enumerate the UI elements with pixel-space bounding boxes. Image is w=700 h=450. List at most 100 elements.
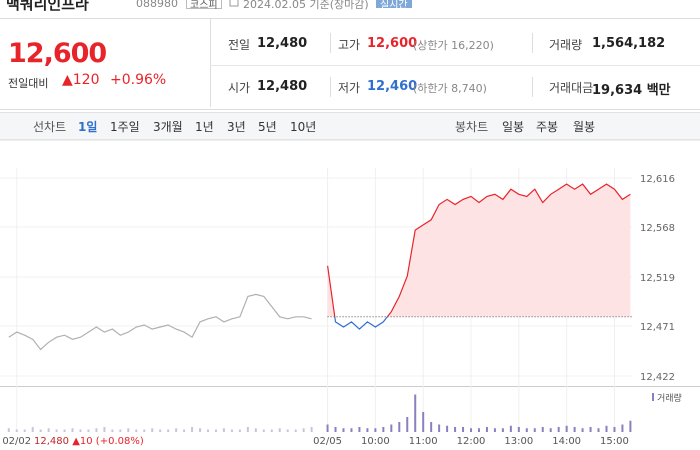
market-badge: 코스피 [186,0,222,11]
volume-bar [135,429,138,432]
volume-bar [509,425,512,432]
volume-bar [462,427,465,432]
volume-legend: 거래량 [657,392,682,404]
volume-bar [374,428,377,432]
volume-bar [581,428,584,432]
volume-bar [230,429,233,432]
y-tick-label: 12,471 [640,322,675,333]
volume-bar [294,429,297,432]
volume-bar [414,394,417,432]
quote-label: 시가 [228,81,251,95]
period-tab[interactable]: 1년 [195,120,214,134]
volume-bar [430,422,433,432]
volume-bar [167,429,170,432]
volume-bar [366,428,369,432]
volume-bar [398,422,401,432]
hover-info: 12,480 ▲10 (+0.08%) [34,436,144,447]
today-line-down [334,316,389,330]
base-date: 2024.02.05 기준(장마감) [243,0,369,11]
candle-tab[interactable]: 월봉 [573,120,596,134]
y-tick-label: 12,422 [640,372,675,383]
volume-bar [207,429,210,432]
volume-bar [310,427,313,432]
volume-bar [254,428,257,432]
hover-info-part: (+0.08%) [96,436,144,447]
calendar-icon [229,0,239,7]
quote-value: 12,480 [257,79,308,94]
current-price: 12,600 [8,38,107,69]
volume-bar [262,429,265,432]
volume-bar [151,428,154,432]
change-label: 전일대비 [8,77,49,90]
today-line-up [327,183,631,317]
volume-bar [183,429,186,432]
stock-code: 088980 [136,0,178,10]
volume-bar [143,429,146,432]
quote-value: 12,460 [367,79,418,94]
volume-bar [621,424,624,432]
x-tick-label: 14:00 [552,436,581,447]
price-chart: 12,616 12,568 12,519 12,471 12,422 02/02 02/05… [0,140,700,447]
change-amount: ▲120 [62,72,100,88]
volume-bar [127,428,130,432]
volume-bar [39,429,42,432]
x-tick-label: 10:00 [361,436,390,447]
quote-label: 거래량 [549,38,583,52]
volume-bar [278,428,281,432]
change-percent: +0.96% [110,72,167,88]
volume-bar [422,412,425,432]
volume-bar [7,428,10,432]
divider [330,33,331,53]
realtime-badge[interactable]: 실시간 [376,0,412,11]
x-tick-label: 02/05 [313,436,342,447]
volume-bar [629,420,632,432]
volume-bar [549,428,552,432]
y-tick-label: 12,519 [640,273,675,284]
volume-bar [334,427,337,432]
volume-bar [557,427,560,432]
candle-tab[interactable]: 주봉 [536,120,559,134]
x-tick-label: 13:00 [504,436,533,447]
quote-note: (하한가 8,740) [413,82,487,95]
volume-bar [63,429,66,432]
volume-bar [589,427,592,432]
volume-bar [238,429,241,432]
toolbar-label: 선차트 [33,120,67,134]
quote-value: 12,480 [257,36,308,51]
volume-bar [55,429,58,432]
volume-bar [270,429,273,432]
divider [210,19,211,107]
volume-bar [326,424,329,432]
volume-bar [342,428,345,432]
prev-line [8,293,312,351]
period-tab[interactable]: 1일 [78,120,98,134]
volume-bar [613,427,616,432]
toolbar [0,112,700,140]
period-tab[interactable]: 5년 [258,120,277,134]
volume-bar [406,417,409,432]
period-tab[interactable]: 10년 [290,120,317,134]
volume-bar [191,427,194,432]
x-tick-label: 11:00 [409,436,438,447]
period-tab[interactable]: 3년 [227,120,246,134]
volume-bar [454,427,457,432]
candle-tab[interactable]: 일봉 [502,120,525,134]
volume-bar [23,429,26,432]
volume-bar [477,428,480,432]
quote-label: 거래대금 [549,81,594,95]
volume-bar [446,425,449,432]
quote-label: 고가 [338,38,361,52]
volume-bar [438,424,441,432]
divider [532,33,533,53]
volume-bar [350,428,353,432]
volume-bar [87,429,90,432]
volume-bar [470,428,473,432]
hover-info-part: 12,480 [34,436,69,447]
quote-label: 전일 [228,38,251,52]
volume-bar [485,427,488,432]
x-tick-label: 02/02 [2,436,31,447]
period-tab[interactable]: 1주일 [110,120,140,134]
period-tab[interactable]: 3개월 [153,120,183,134]
volume-bar [71,428,74,432]
quote-value: 19,634 백만 [592,83,671,98]
